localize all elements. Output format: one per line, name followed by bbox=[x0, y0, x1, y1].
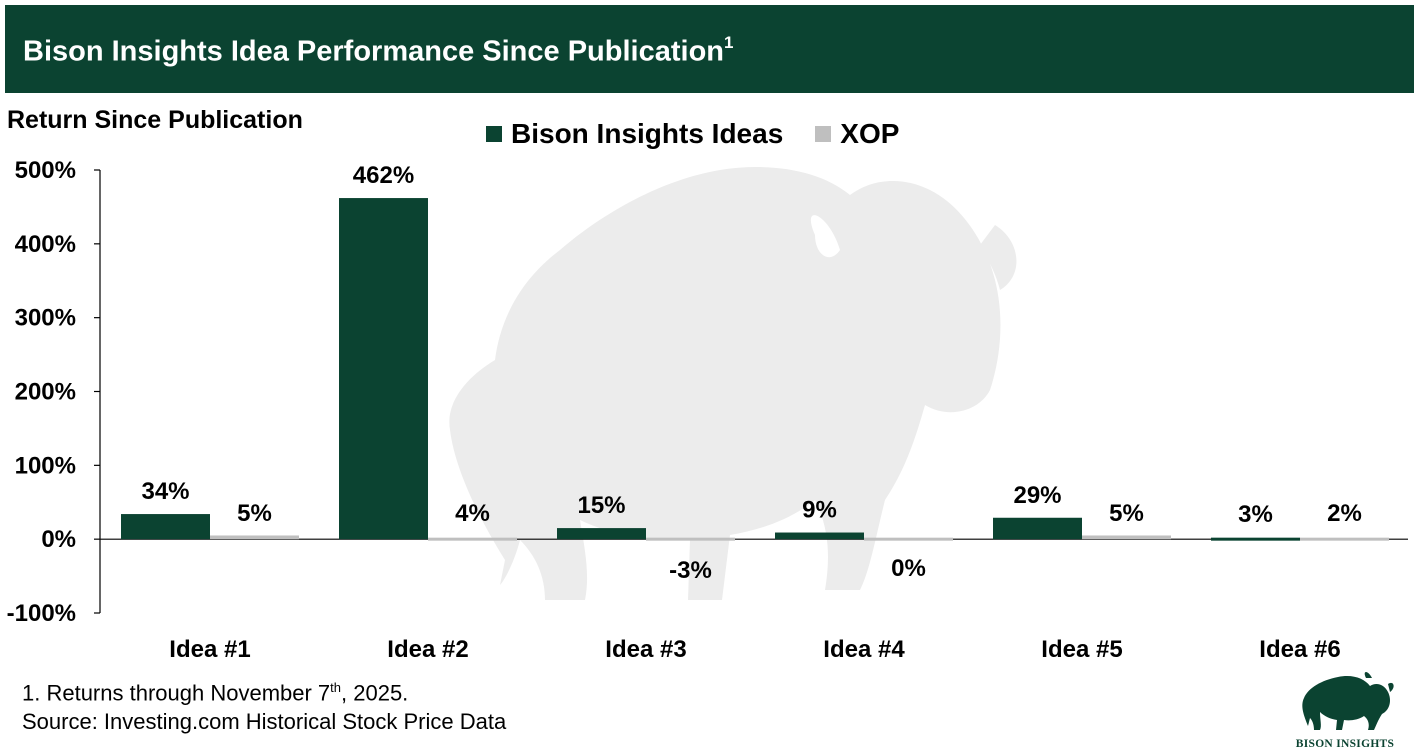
y-tick-label: 100% bbox=[15, 452, 76, 479]
chart-title: Bison Insights Idea Performance Since Pu… bbox=[23, 33, 734, 68]
xop-bar bbox=[1082, 535, 1171, 540]
bison-data-label: 29% bbox=[1013, 482, 1061, 509]
bison-data-label: 34% bbox=[141, 478, 189, 505]
y-axis-label: Return Since Publication bbox=[7, 106, 303, 134]
bison-watermark-icon bbox=[449, 167, 1017, 600]
x-tick-label: Idea #5 bbox=[1041, 636, 1122, 663]
xop-bar bbox=[428, 537, 517, 541]
bison-bar bbox=[1211, 537, 1300, 541]
bison-data-label: 9% bbox=[802, 497, 837, 524]
xop-data-label: 4% bbox=[455, 500, 490, 527]
y-tick-label: -100% bbox=[7, 600, 76, 627]
bison-bar bbox=[121, 514, 210, 540]
x-tick-label: Idea #4 bbox=[823, 636, 905, 663]
legend-item-xop: XOP bbox=[815, 118, 899, 150]
y-tick-label: 200% bbox=[15, 379, 76, 406]
x-tick-label: Idea #3 bbox=[605, 636, 686, 663]
legend-label-bison: Bison Insights Ideas bbox=[511, 118, 784, 149]
y-tick-label: 0% bbox=[41, 526, 76, 553]
x-tick-label: Idea #1 bbox=[169, 636, 250, 663]
bison-bar bbox=[557, 528, 646, 540]
xop-data-label: -3% bbox=[669, 557, 712, 584]
bison-insights-logo: BISON INSIGHTS bbox=[1278, 664, 1412, 750]
xop-data-label: 0% bbox=[891, 555, 926, 582]
chart-legend: Bison Insights Ideas XOP bbox=[486, 118, 931, 150]
bison-data-label: 3% bbox=[1238, 501, 1273, 528]
bison-data-label: 462% bbox=[353, 162, 414, 189]
xop-bar bbox=[210, 535, 299, 540]
header-banner: Bison Insights Idea Performance Since Pu… bbox=[5, 5, 1414, 93]
y-tick-label: 300% bbox=[15, 305, 76, 332]
y-tick-label: 400% bbox=[15, 231, 76, 258]
legend-item-bison: Bison Insights Ideas bbox=[486, 118, 783, 150]
xop-bar bbox=[1300, 537, 1389, 541]
xop-data-label: 5% bbox=[237, 500, 272, 527]
legend-swatch-xop bbox=[815, 126, 832, 142]
x-tick-label: Idea #2 bbox=[387, 636, 468, 663]
bison-bar bbox=[339, 198, 428, 540]
legend-label-xop: XOP bbox=[840, 118, 900, 149]
xop-bar bbox=[864, 537, 953, 541]
bison-data-label: 15% bbox=[577, 492, 625, 519]
xop-bar bbox=[646, 537, 735, 541]
xop-data-label: 2% bbox=[1327, 500, 1362, 527]
xop-data-label: 5% bbox=[1109, 500, 1144, 527]
bison-logo-icon bbox=[1302, 672, 1394, 730]
legend-swatch-bison bbox=[486, 126, 502, 142]
logo-text: BISON INSIGHTS bbox=[1295, 738, 1395, 750]
y-tick-label: 500% bbox=[15, 157, 76, 184]
footnote-source: Source: Investing.com Historical Stock P… bbox=[22, 709, 507, 734]
x-tick-label: Idea #6 bbox=[1259, 636, 1340, 663]
bison-bar bbox=[993, 517, 1082, 540]
footnote-returns: 1. Returns through November 7th, 2025. bbox=[22, 680, 409, 706]
bison-bar bbox=[775, 532, 864, 540]
